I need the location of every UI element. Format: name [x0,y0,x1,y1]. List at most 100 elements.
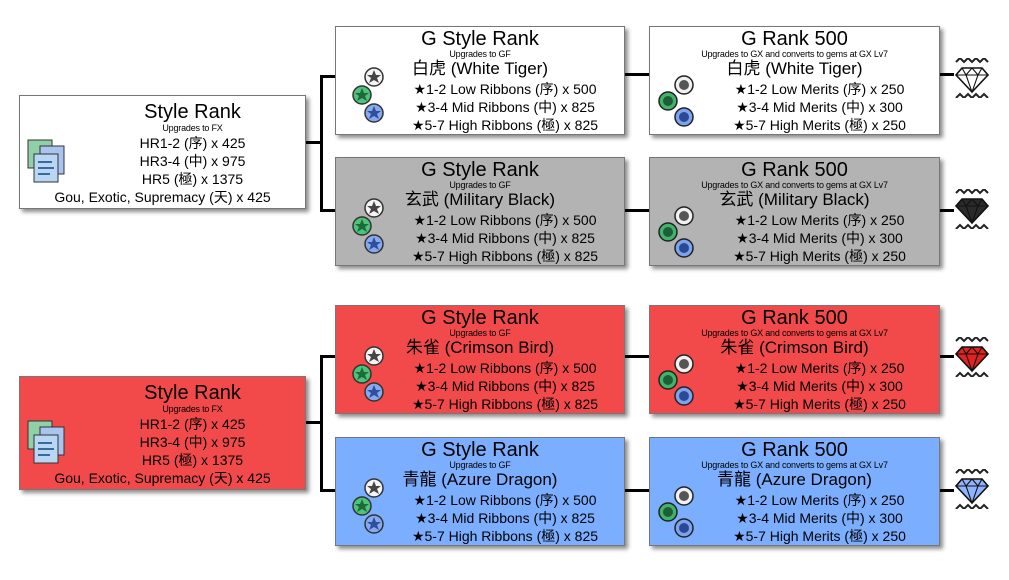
ribbon-line-high: ★5-7 High Ribbons (極) x 825 [411,396,599,412]
merit-line-mid: ★3-4 Mid Merits (中) x 300 [736,378,903,394]
ribbon-line-mid: ★3-4 Mid Ribbons (中) x 825 [415,230,595,246]
g-style-rank-title: G Style Rank [421,439,539,461]
g-rank-500-title: G Rank 500 [741,307,848,329]
style-rank-line-3: HR5 (極) x 1375 [141,171,244,187]
g-style-rank-subtitle: Upgrades to GF [449,328,511,338]
g-rank-500-title: G Rank 500 [741,439,848,461]
g-style-rank-subtitle: Upgrades to GF [449,180,511,190]
connector-g1 [625,209,649,212]
style-rank-line-1: HR1-2 (序) x 425 [139,416,246,432]
merit-medal-icon [658,486,694,538]
g-rank-500-subtitle: Upgrades to GX and converts to gems at G… [701,328,888,338]
connector-gem0 [940,73,954,76]
merit-line-high: ★5-7 High Merits (極) x 250 [733,117,906,133]
g-rank-500-box-1: G Rank 500 Upgrades to GX and converts t… [649,26,940,135]
style-rank-line-4: Gou, Exotic, Supremacy (天) x 425 [54,189,271,205]
style-rank-line-2: HR3-4 (中) x 975 [139,153,246,169]
merit-line-mid: ★3-4 Mid Merits (中) x 300 [736,99,903,115]
ribbon-medal-icon [352,346,384,402]
ribbon-line-mid: ★3-4 Mid Ribbons (中) x 825 [415,378,595,394]
merit-line-mid: ★3-4 Mid Merits (中) x 300 [736,230,903,246]
g-style-rank-box-1: G Style Rank Upgrades to GF 白虎 (White Ti… [335,26,625,135]
connector-sr1-bot [320,209,336,212]
g-rank-500-title: G Rank 500 [741,159,848,181]
group-name: 朱雀 (Crimson Bird) [720,338,869,357]
g-style-rank-box-3: G Style Rank Upgrades to GF 朱雀 (Crimson … [335,305,625,414]
ribbon-medal-icon [352,478,384,534]
gem-icon [954,189,990,229]
ribbon-line-low: ★1-2 Low Ribbons (序) x 500 [413,492,597,508]
style-rank-subtitle: Upgrades to FX [162,404,223,414]
group-name: 玄武 (Military Black) [404,190,556,209]
merit-line-high: ★5-7 High Merits (極) x 250 [733,248,906,264]
merit-line-low: ★1-2 Low Merits (序) x 250 [734,492,905,508]
g-rank-500-box-2: G Rank 500 Upgrades to GX and converts t… [649,157,940,266]
g-style-rank-box-2: G Style Rank Upgrades to GF 玄武 (Military… [335,157,625,266]
merit-line-low: ★1-2 Low Merits (序) x 250 [734,212,905,228]
ribbon-line-high: ★5-7 High Ribbons (極) x 825 [411,528,599,544]
group-name: 青龍 (Azure Dragon) [717,470,872,489]
connector-sr2-top [320,355,336,358]
ribbon-line-high: ★5-7 High Ribbons (極) x 825 [411,248,599,264]
style-rank-line-1: HR1-2 (序) x 425 [139,135,246,151]
style-rank-title: Style Rank [144,101,241,123]
merit-line-low: ★1-2 Low Merits (序) x 250 [734,81,905,97]
connector-gem3 [940,489,954,492]
g-style-rank-subtitle: Upgrades to GF [449,460,511,470]
merit-line-mid: ★3-4 Mid Merits (中) x 300 [736,510,903,526]
style-rank-line-2: HR3-4 (中) x 975 [139,434,246,450]
connector-sr1-h [306,141,322,144]
g-style-rank-title: G Style Rank [421,28,539,50]
ribbon-line-mid: ★3-4 Mid Ribbons (中) x 825 [415,510,595,526]
ribbon-line-mid: ★3-4 Mid Ribbons (中) x 825 [415,99,595,115]
style-rank-title: Style Rank [144,382,241,404]
gem-icon [954,58,990,98]
g-style-rank-title: G Style Rank [421,159,539,181]
connector-g2 [625,355,649,358]
group-name: 玄武 (Military Black) [719,190,870,209]
g-style-rank-subtitle: Upgrades to GF [449,49,511,59]
style-rank-subtitle: Upgrades to FX [162,123,223,133]
g-rank-500-box-3: G Rank 500 Upgrades to GX and converts t… [649,305,940,414]
merit-medal-icon [658,75,694,127]
connector-gem1 [940,209,954,212]
ribbon-line-low: ★1-2 Low Ribbons (序) x 500 [413,81,597,97]
g-rank-500-subtitle: Upgrades to GX and converts to gems at G… [701,180,888,190]
connector-g3 [625,489,649,492]
connector-g0 [625,73,649,76]
gem-icon [954,337,990,377]
g-style-rank-title: G Style Rank [421,307,539,329]
g-style-rank-box-4: G Style Rank Upgrades to GF 青龍 (Azure Dr… [335,437,625,546]
ticket-stack-icon [27,139,65,183]
connector-sr1-top [320,75,336,78]
style-rank-box-2: Style Rank Upgrades to FX HR1-2 (序) x 42… [19,376,306,490]
merit-line-high: ★5-7 High Merits (極) x 250 [733,528,906,544]
ribbon-medal-icon [352,67,384,123]
merit-line-low: ★1-2 Low Merits (序) x 250 [734,360,905,376]
style-rank-box-1: Style Rank Upgrades to FX HR1-2 (序) x 42… [19,95,306,209]
ribbon-line-high: ★5-7 High Ribbons (極) x 825 [411,117,599,133]
connector-sr2-bot [320,489,336,492]
connector-sr2-v [320,355,323,492]
ticket-stack-icon [27,420,65,464]
style-rank-line-3: HR5 (極) x 1375 [141,452,244,468]
group-name: 白虎 (White Tiger) [411,59,549,78]
connector-sr2-h [306,421,322,424]
gem-icon [954,469,990,509]
ribbon-medal-icon [352,198,384,254]
connector-sr1-v [320,75,323,212]
g-rank-500-subtitle: Upgrades to GX and converts to gems at G… [701,460,888,470]
group-name: 朱雀 (Crimson Bird) [405,338,555,357]
ribbon-line-low: ★1-2 Low Ribbons (序) x 500 [413,212,597,228]
g-rank-500-subtitle: Upgrades to GX and converts to gems at G… [701,49,888,59]
ribbon-line-low: ★1-2 Low Ribbons (序) x 500 [413,360,597,376]
style-rank-line-4: Gou, Exotic, Supremacy (天) x 425 [54,470,271,486]
group-name: 青龍 (Azure Dragon) [402,470,558,489]
connector-gem2 [940,355,954,358]
group-name: 白虎 (White Tiger) [726,59,863,78]
g-rank-500-title: G Rank 500 [741,28,848,50]
merit-medal-icon [658,354,694,406]
merit-medal-icon [658,206,694,258]
merit-line-high: ★5-7 High Merits (極) x 250 [733,396,906,412]
g-rank-500-box-4: G Rank 500 Upgrades to GX and converts t… [649,437,940,546]
